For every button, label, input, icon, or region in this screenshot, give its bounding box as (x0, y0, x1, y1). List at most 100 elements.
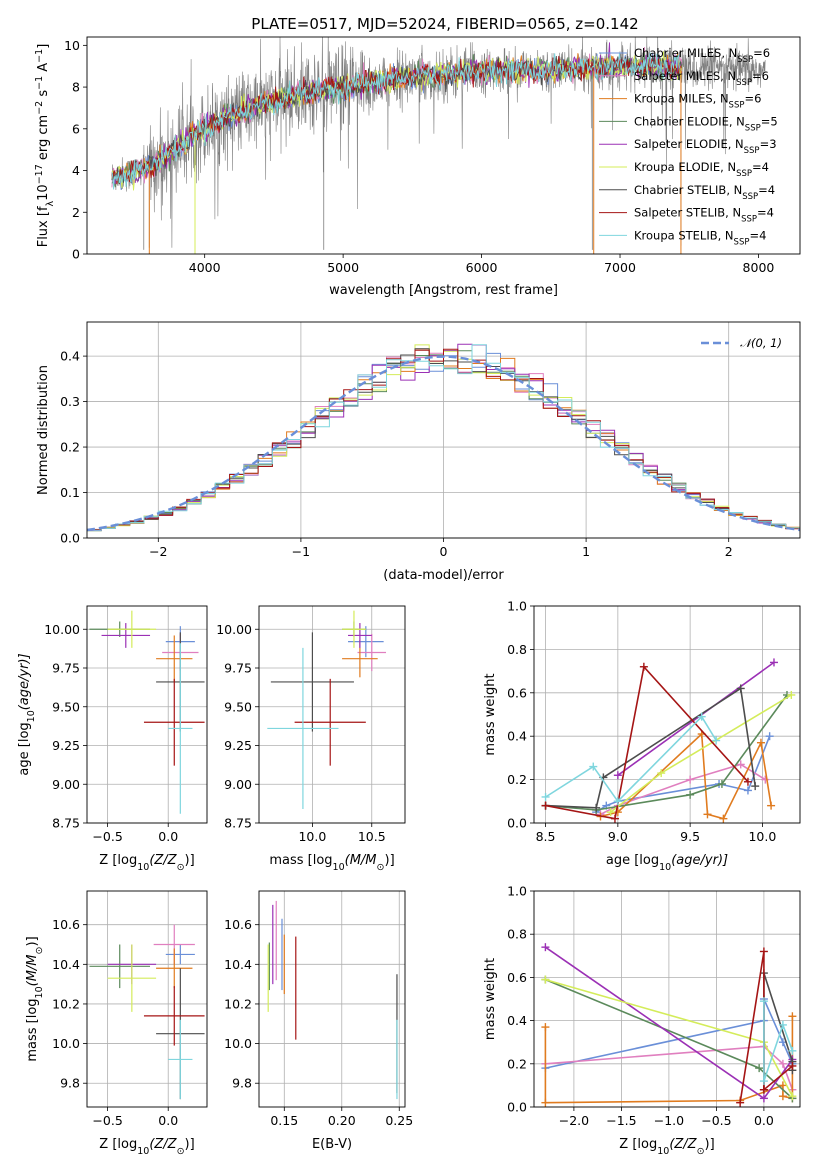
label-part: ⊙ (177, 862, 185, 873)
spectrum-xlabel: wavelength [Angstrom, rest frame] (329, 283, 558, 298)
model-line-kroupa_stelib (111, 52, 682, 190)
x-tick-label: 1 (582, 544, 590, 559)
y-tick-label: 6 (72, 121, 80, 136)
legend-sub: SSP (742, 192, 758, 202)
y-tick-label: 9.75 (52, 661, 80, 676)
y-tick-label: 1.0 (507, 884, 527, 899)
weight-line-salpeter_stelib (545, 665, 749, 820)
y-tick-label: 10.00 (216, 622, 252, 637)
legend-text: Salpeter MILES, N (634, 69, 736, 83)
legend-sub: SSP (737, 55, 753, 65)
y-tick-label: 10.6 (224, 917, 252, 932)
y-tick-label: 0.8 (507, 927, 527, 942)
x-tick-label: 6000 (466, 260, 498, 275)
x-tick-label: −0.5 (92, 829, 122, 844)
y-tick-label: 0.2 (60, 440, 80, 455)
y-tick-label: 9.50 (224, 699, 252, 714)
legend-label-salpeter_stelib: Salpeter STELIB, NSSP=4 (634, 206, 774, 225)
y-tick-label: 0.6 (507, 685, 527, 700)
y-tick-label: 10.2 (52, 996, 80, 1011)
label-part: 10 (36, 184, 51, 201)
x-tick-label: 5000 (327, 260, 359, 275)
label-part: age [log (606, 853, 659, 868)
weight_vs_age-xlabel: age [log10(age/yr)] (606, 853, 728, 873)
x-tick-label: −1.5 (606, 1113, 636, 1128)
legend-sub: SSP (736, 78, 752, 88)
mass_vs_ebv-xlabel: E(B-V) (312, 1137, 352, 1152)
residuals-ylabel: Normed distribution (36, 365, 51, 495)
legend-label-chabrier_stelib: Chabrier STELIB, NSSP=4 (634, 183, 775, 202)
label-part: s (36, 90, 51, 101)
weight-line-salpeter_elodie (617, 661, 775, 776)
label-part: −1 (34, 49, 45, 63)
x-tick-label: 4000 (189, 260, 221, 275)
legend-text: Chabrier STELIB, N (634, 183, 742, 197)
label-part: (M/M (25, 954, 40, 986)
spectrum-axes: 4000 5000 6000 7000 8000 0 2 4 6 8 10 Chabrier MILE… (34, 36, 801, 298)
y-tick-label: 10.2 (224, 996, 252, 1011)
y-tick-label: 10.6 (52, 917, 80, 932)
age_vs_mass-xlabel: mass [log10(M/M⊙)] (269, 853, 394, 873)
y-tick-label: 10.4 (224, 957, 252, 972)
weight_vs_age-ylabel: mass weight (483, 673, 498, 755)
y-tick-label: 0.4 (507, 1013, 527, 1028)
residuals-xlabel: (data-model)/error (383, 568, 504, 583)
label-part: ] (36, 44, 51, 49)
label-part: )] (25, 936, 40, 946)
legend-label-kroupa_miles: Kroupa MILES, NSSP=6 (634, 92, 761, 111)
label-part: 10 (333, 862, 345, 873)
label-part: Flux [f (36, 206, 51, 247)
legend-sub: SSP (734, 237, 750, 247)
legend-label-chabrier_miles: Chabrier MILES, NSSP=6 (634, 46, 770, 65)
legend-text: Salpeter ELODIE, N (634, 137, 744, 151)
y-tick-label: 9.75 (224, 661, 252, 676)
legend-sub: SSP (745, 123, 761, 133)
label-part: Z [log (99, 853, 137, 868)
age_vs_mass-frame (258, 605, 406, 824)
weight-line-kroupa_stelib (763, 1001, 794, 1082)
legend-text: Kroupa STELIB, N (634, 228, 734, 242)
label-part: ⊙ (34, 947, 45, 955)
label-part: Z [log (99, 1137, 137, 1152)
label-part: )] (185, 1137, 195, 1152)
x-tick-label: −2.0 (559, 1113, 589, 1128)
age_vs_Z-xlabel: Z [log10(Z/Z⊙)] (99, 853, 194, 873)
legend-value: =4 (749, 228, 766, 242)
label-part: 10 (34, 986, 45, 998)
y-tick-label: 0.4 (507, 729, 527, 744)
mass_vs_Z-ylabel: mass [log10(M/M⊙)] (25, 936, 45, 1061)
label-part: (M/M (345, 853, 377, 868)
x-tick-label: 0.0 (754, 1113, 774, 1128)
label-part: −17 (34, 164, 45, 184)
legend-label-salpeter_elodie: Salpeter ELODIE, NSSP=3 (634, 137, 777, 156)
label-part: 10 (657, 1146, 669, 1157)
label-part: (age/yr)] (671, 853, 728, 868)
y-tick-label: 10.4 (52, 957, 80, 972)
x-tick-label: 0.0 (158, 1113, 178, 1128)
legend-sub: SSP (729, 101, 745, 111)
mass_vs_Z-axes: −0.5 0.09.810.010.210.410.6Z [log10(Z/Z⊙)… (25, 890, 208, 1157)
legend-label-salpeter_miles: Salpeter MILES, NSSP=6 (634, 69, 769, 88)
mass_vs_Z-xlabel: Z [log10(Z/Z⊙)] (99, 1137, 194, 1157)
label-part: −2 (34, 101, 45, 115)
legend-value: =6 (753, 46, 770, 60)
label-part: (age/yr)] (17, 653, 32, 710)
y-tick-label: 0 (72, 247, 80, 262)
age_vs_mass-axes: 10.0 10.5 8.75 9.00 9.25 9.50 9.75 10.00 mass [l… (216, 605, 406, 873)
x-tick-label: 7000 (604, 260, 636, 275)
y-tick-label: 4 (72, 163, 80, 178)
y-tick-label: 10.00 (44, 622, 80, 637)
label-part: 10 (137, 1146, 149, 1157)
y-tick-label: 1.0 (507, 599, 527, 614)
age_vs_Z-ylabel: age [log10(age/yr)] (17, 653, 37, 775)
label-part: )] (705, 1137, 715, 1152)
legend-value: =6 (744, 92, 761, 106)
label-part: ⊙ (177, 1146, 185, 1157)
mass_vs_ebv-axes: 0.15 0.20 0.25 9.8 10.0 10.2 10.4 10.6 E(B-V) (224, 890, 413, 1152)
legend-text: Kroupa ELODIE, N (634, 160, 736, 174)
y-tick-label: 9.8 (60, 1076, 80, 1091)
y-tick-label: 0.6 (507, 970, 527, 985)
y-tick-label: 0.3 (60, 394, 80, 409)
